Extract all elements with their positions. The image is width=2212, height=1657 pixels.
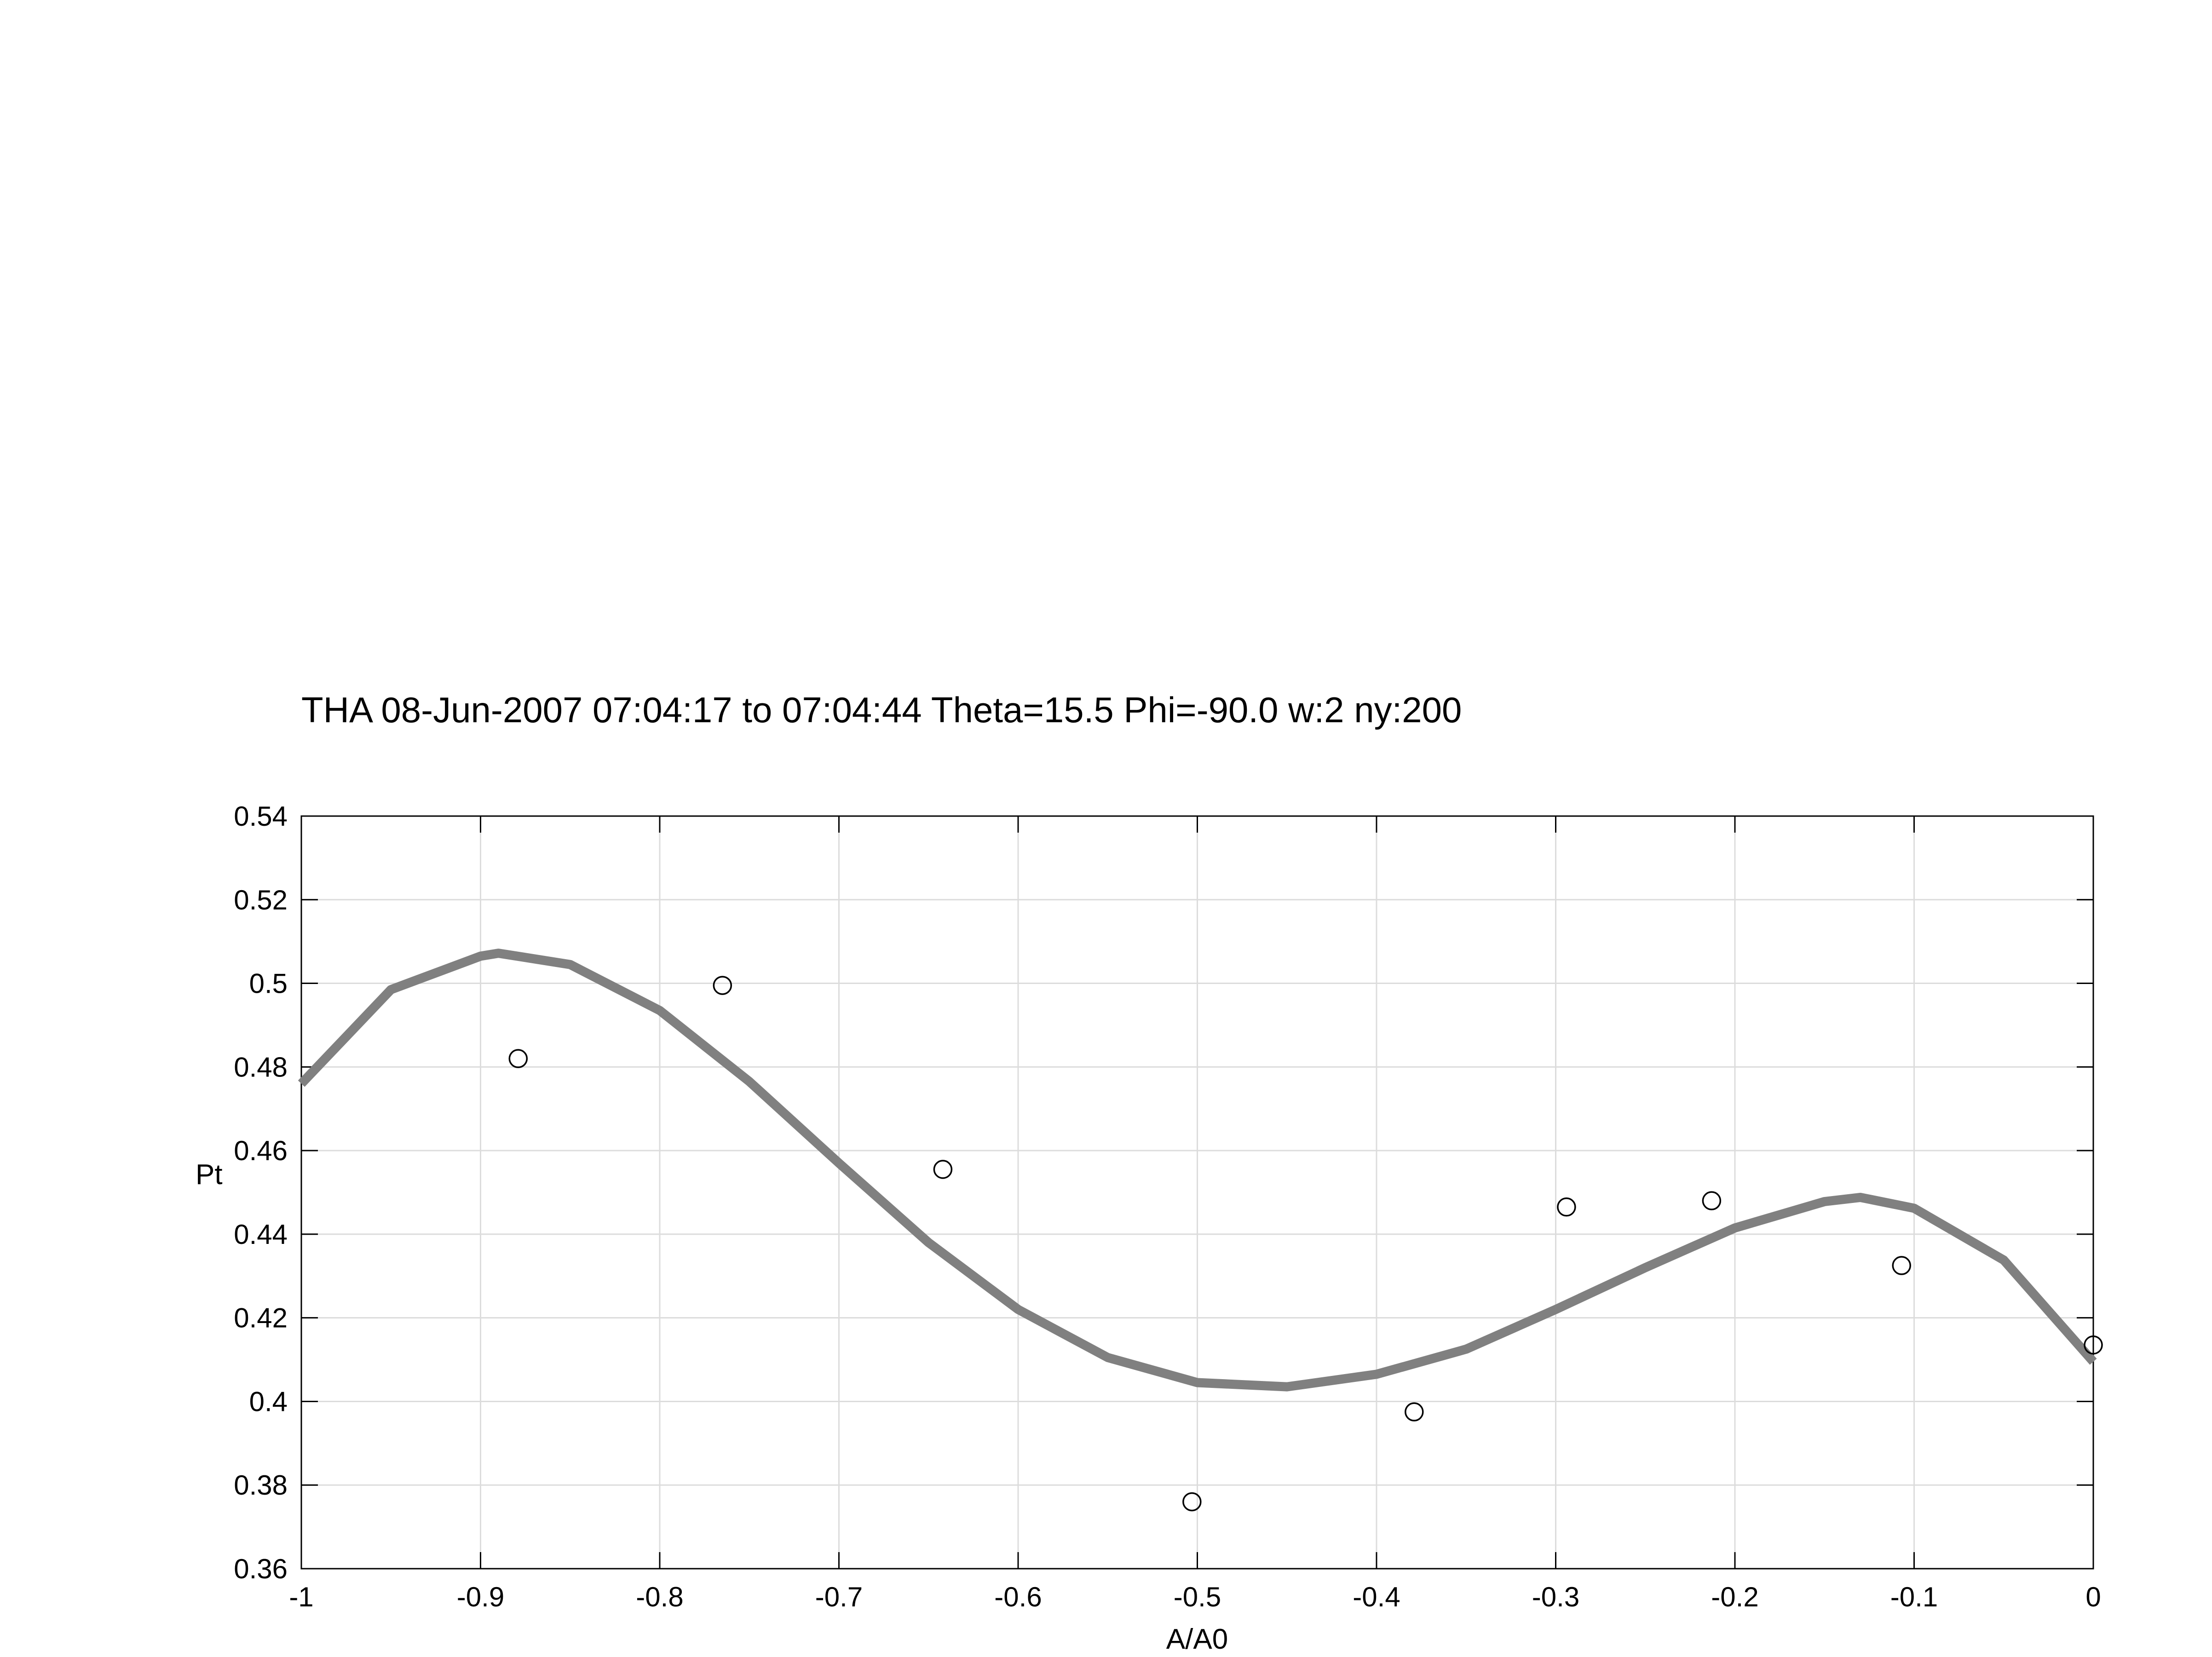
data-point-marker	[1182, 1492, 1202, 1512]
y-tick-label: 0.44	[234, 1219, 288, 1250]
x-tick-label: 0	[2085, 1582, 2101, 1612]
y-axis-label: Pt	[196, 1159, 223, 1191]
x-tick-labels: -1 -0.9 -0.8 -0.7 -0.6 -0.5 -0.4 -0.3 -0.2 -0.1 0	[289, 1582, 2101, 1612]
y-tick-labels: 0.36 0.38 0.4 0.42 0.44 0.46 0.48 0.5 0.52 0.54	[234, 801, 288, 1584]
x-tick-label: -0.6	[994, 1582, 1042, 1612]
y-tick-label: 0.48	[234, 1052, 288, 1082]
y-tick-label: 0.46	[234, 1135, 288, 1166]
x-tick-label: -0.9	[457, 1582, 504, 1612]
data-point-marker	[2084, 1335, 2103, 1355]
x-tick-label: -0.4	[1353, 1582, 1400, 1612]
x-tick-label: -0.1	[1890, 1582, 1938, 1612]
y-tick-label: 0.4	[249, 1386, 288, 1417]
chart-title: THA 08-Jun-2007 07:04:17 to 07:04:44 The…	[301, 690, 1462, 730]
x-axis-label: A/A0	[1166, 1623, 1228, 1655]
y-tick-label: 0.42	[234, 1303, 288, 1334]
x-tick-label: -0.5	[1174, 1582, 1221, 1612]
data-series	[298, 949, 2103, 1512]
data-point-marker	[933, 1160, 953, 1179]
y-tick-label: 0.38	[234, 1470, 288, 1501]
x-tick-label: -0.3	[1532, 1582, 1579, 1612]
y-tick-label: 0.52	[234, 885, 288, 915]
data-point-marker	[713, 976, 732, 995]
fit-curve-line	[298, 949, 2097, 1392]
data-point-marker	[1405, 1402, 1424, 1421]
axis-ticks	[300, 815, 2094, 1570]
y-tick-label: 0.5	[249, 968, 288, 999]
y-tick-label: 0.36	[234, 1553, 288, 1584]
data-point-marker	[1892, 1256, 1911, 1275]
x-tick-label: -0.2	[1711, 1582, 1758, 1612]
x-tick-label: -1	[289, 1582, 313, 1612]
grid-lines	[301, 816, 2093, 1569]
x-tick-label: -0.7	[815, 1582, 863, 1612]
data-point-marker	[508, 1049, 528, 1068]
data-point-marker	[1557, 1197, 1576, 1217]
data-point-marker	[1702, 1191, 1722, 1210]
y-tick-label: 0.54	[234, 801, 288, 832]
x-tick-label: -0.8	[636, 1582, 683, 1612]
